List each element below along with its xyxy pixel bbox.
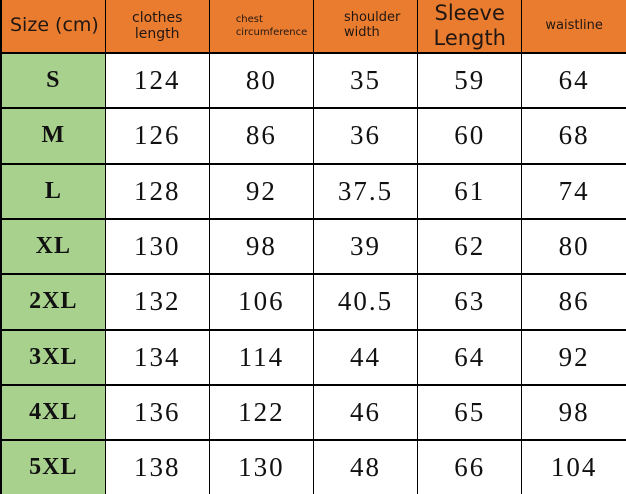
table-row: M 126 86 36 60 68: [0, 107, 626, 165]
size-label-cell: S: [0, 51, 106, 110]
measurement-value-cell: 98: [208, 217, 314, 276]
measurement-value-cell: 104: [521, 439, 626, 494]
column-header-clothes-length: clothes length: [104, 0, 210, 54]
measurement-value-cell: 130: [104, 217, 210, 276]
size-label-cell: L: [0, 162, 106, 220]
measurement-value-cell: 40.5: [312, 273, 419, 331]
size-label-cell: 2XL: [0, 273, 106, 331]
measurement-value-cell: 63: [417, 273, 523, 331]
size-label-cell: 4XL: [0, 383, 106, 442]
table-row: 5XL 138 130 48 66 104: [0, 439, 626, 494]
measurement-value-cell: 128: [104, 162, 210, 220]
measurement-value-cell: 74: [521, 162, 626, 220]
measurement-value-cell: 136: [104, 383, 210, 442]
measurement-value-cell: 60: [417, 107, 523, 165]
header-row: Size (cm) clothes length chest circumfer…: [0, 0, 626, 54]
measurement-value-cell: 59: [417, 51, 523, 110]
column-header-size: Size (cm): [0, 0, 106, 54]
measurement-value-cell: 36: [312, 107, 419, 165]
measurement-value-cell: 62: [417, 217, 523, 276]
measurement-value-cell: 86: [521, 273, 626, 331]
table-row: 3XL 134 114 44 64 92: [0, 328, 626, 386]
measurement-value-cell: 37.5: [312, 162, 419, 220]
measurement-value-cell: 92: [521, 328, 626, 386]
measurement-value-cell: 66: [417, 439, 523, 494]
measurement-value-cell: 35: [312, 51, 419, 110]
measurement-value-cell: 46: [312, 383, 419, 442]
measurement-value-cell: 126: [104, 107, 210, 165]
table-row: XL 130 98 39 62 80: [0, 217, 626, 276]
table-row: 2XL 132 106 40.5 63 86: [0, 273, 626, 331]
column-header-chest-circumference: chest circumference: [208, 0, 314, 54]
measurement-value-cell: 124: [104, 51, 210, 110]
table-row: S 124 80 35 59 64: [0, 51, 626, 110]
measurement-value-cell: 130: [208, 439, 314, 494]
table-row: 4XL 136 122 46 65 98: [0, 383, 626, 442]
measurement-value-cell: 132: [104, 273, 210, 331]
column-header-sleeve-length: Sleeve Length: [417, 0, 523, 54]
size-label-cell: 3XL: [0, 328, 106, 386]
size-label-cell: M: [0, 107, 106, 165]
measurement-value-cell: 98: [521, 383, 626, 442]
measurement-value-cell: 48: [312, 439, 419, 494]
measurement-value-cell: 80: [208, 51, 314, 110]
measurement-value-cell: 80: [521, 217, 626, 276]
size-label-cell: XL: [0, 217, 106, 276]
measurement-value-cell: 92: [208, 162, 314, 220]
column-header-waistline: waistline: [521, 0, 626, 54]
measurement-value-cell: 65: [417, 383, 523, 442]
measurement-value-cell: 86: [208, 107, 314, 165]
measurement-value-cell: 64: [417, 328, 523, 386]
column-header-shoulder-width: shoulder width: [312, 0, 419, 54]
measurement-value-cell: 134: [104, 328, 210, 386]
measurement-value-cell: 122: [208, 383, 314, 442]
measurement-value-cell: 68: [521, 107, 626, 165]
size-label-cell: 5XL: [0, 439, 106, 494]
table-row: L 128 92 37.5 61 74: [0, 162, 626, 220]
size-chart-header: Size (cm) clothes length chest circumfer…: [0, 0, 626, 54]
measurement-value-cell: 106: [208, 273, 314, 331]
measurement-value-cell: 39: [312, 217, 419, 276]
measurement-value-cell: 114: [208, 328, 314, 386]
measurement-value-cell: 44: [312, 328, 419, 386]
size-chart-body: S 124 80 35 59 64 M 126 86 36 60 68 L 128 92 37.5 61 74 XL…: [0, 51, 626, 494]
measurement-value-cell: 138: [104, 439, 210, 494]
measurement-value-cell: 64: [521, 51, 626, 110]
measurement-value-cell: 61: [417, 162, 523, 220]
